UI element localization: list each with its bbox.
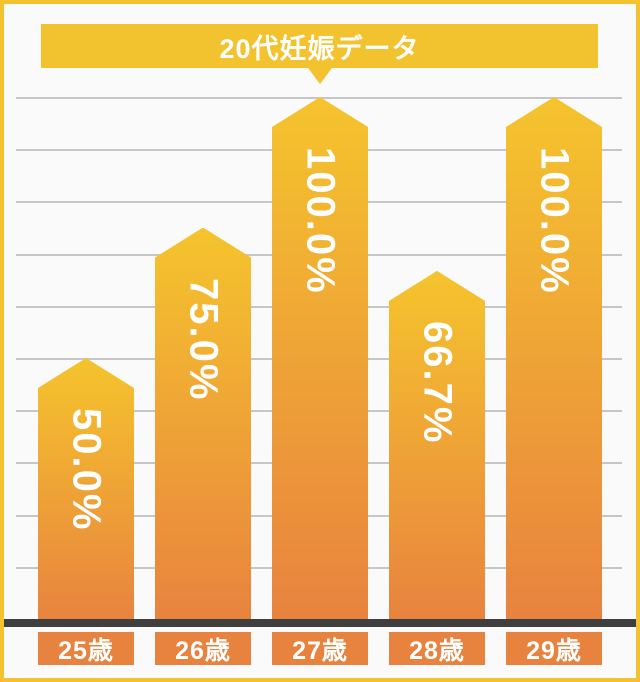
chart-title: 20代妊娠データ [219, 33, 420, 64]
chart-title-banner: 20代妊娠データ [41, 24, 598, 84]
bar: 50.0% [38, 358, 134, 625]
bar-value-label: 100.0% [298, 147, 343, 295]
x-axis-label: 26歳 [155, 632, 251, 665]
bar-value-label: 75.0% [181, 277, 226, 401]
x-axis-baseline [4, 619, 636, 627]
banner-pointer-icon [307, 68, 332, 84]
x-axis-label: 29歳 [506, 632, 602, 665]
bar-value-label: 100.0% [532, 147, 577, 295]
bar: 100.0% [272, 97, 368, 625]
bar: 75.0% [155, 227, 251, 625]
x-axis-label: 27歳 [272, 632, 368, 665]
bar: 66.7% [389, 270, 485, 625]
x-axis-label: 25歳 [38, 632, 134, 665]
x-axis-label: 28歳 [389, 632, 485, 665]
bar-value-label: 66.7% [415, 320, 460, 445]
bar: 100.0% [506, 97, 602, 625]
bar-value-label: 50.0% [64, 408, 109, 532]
plot-area: 50.0% 75.0% 100.0% 66.7% 100.0% 25歳 26歳 27歳 28歳… [4, 4, 636, 678]
